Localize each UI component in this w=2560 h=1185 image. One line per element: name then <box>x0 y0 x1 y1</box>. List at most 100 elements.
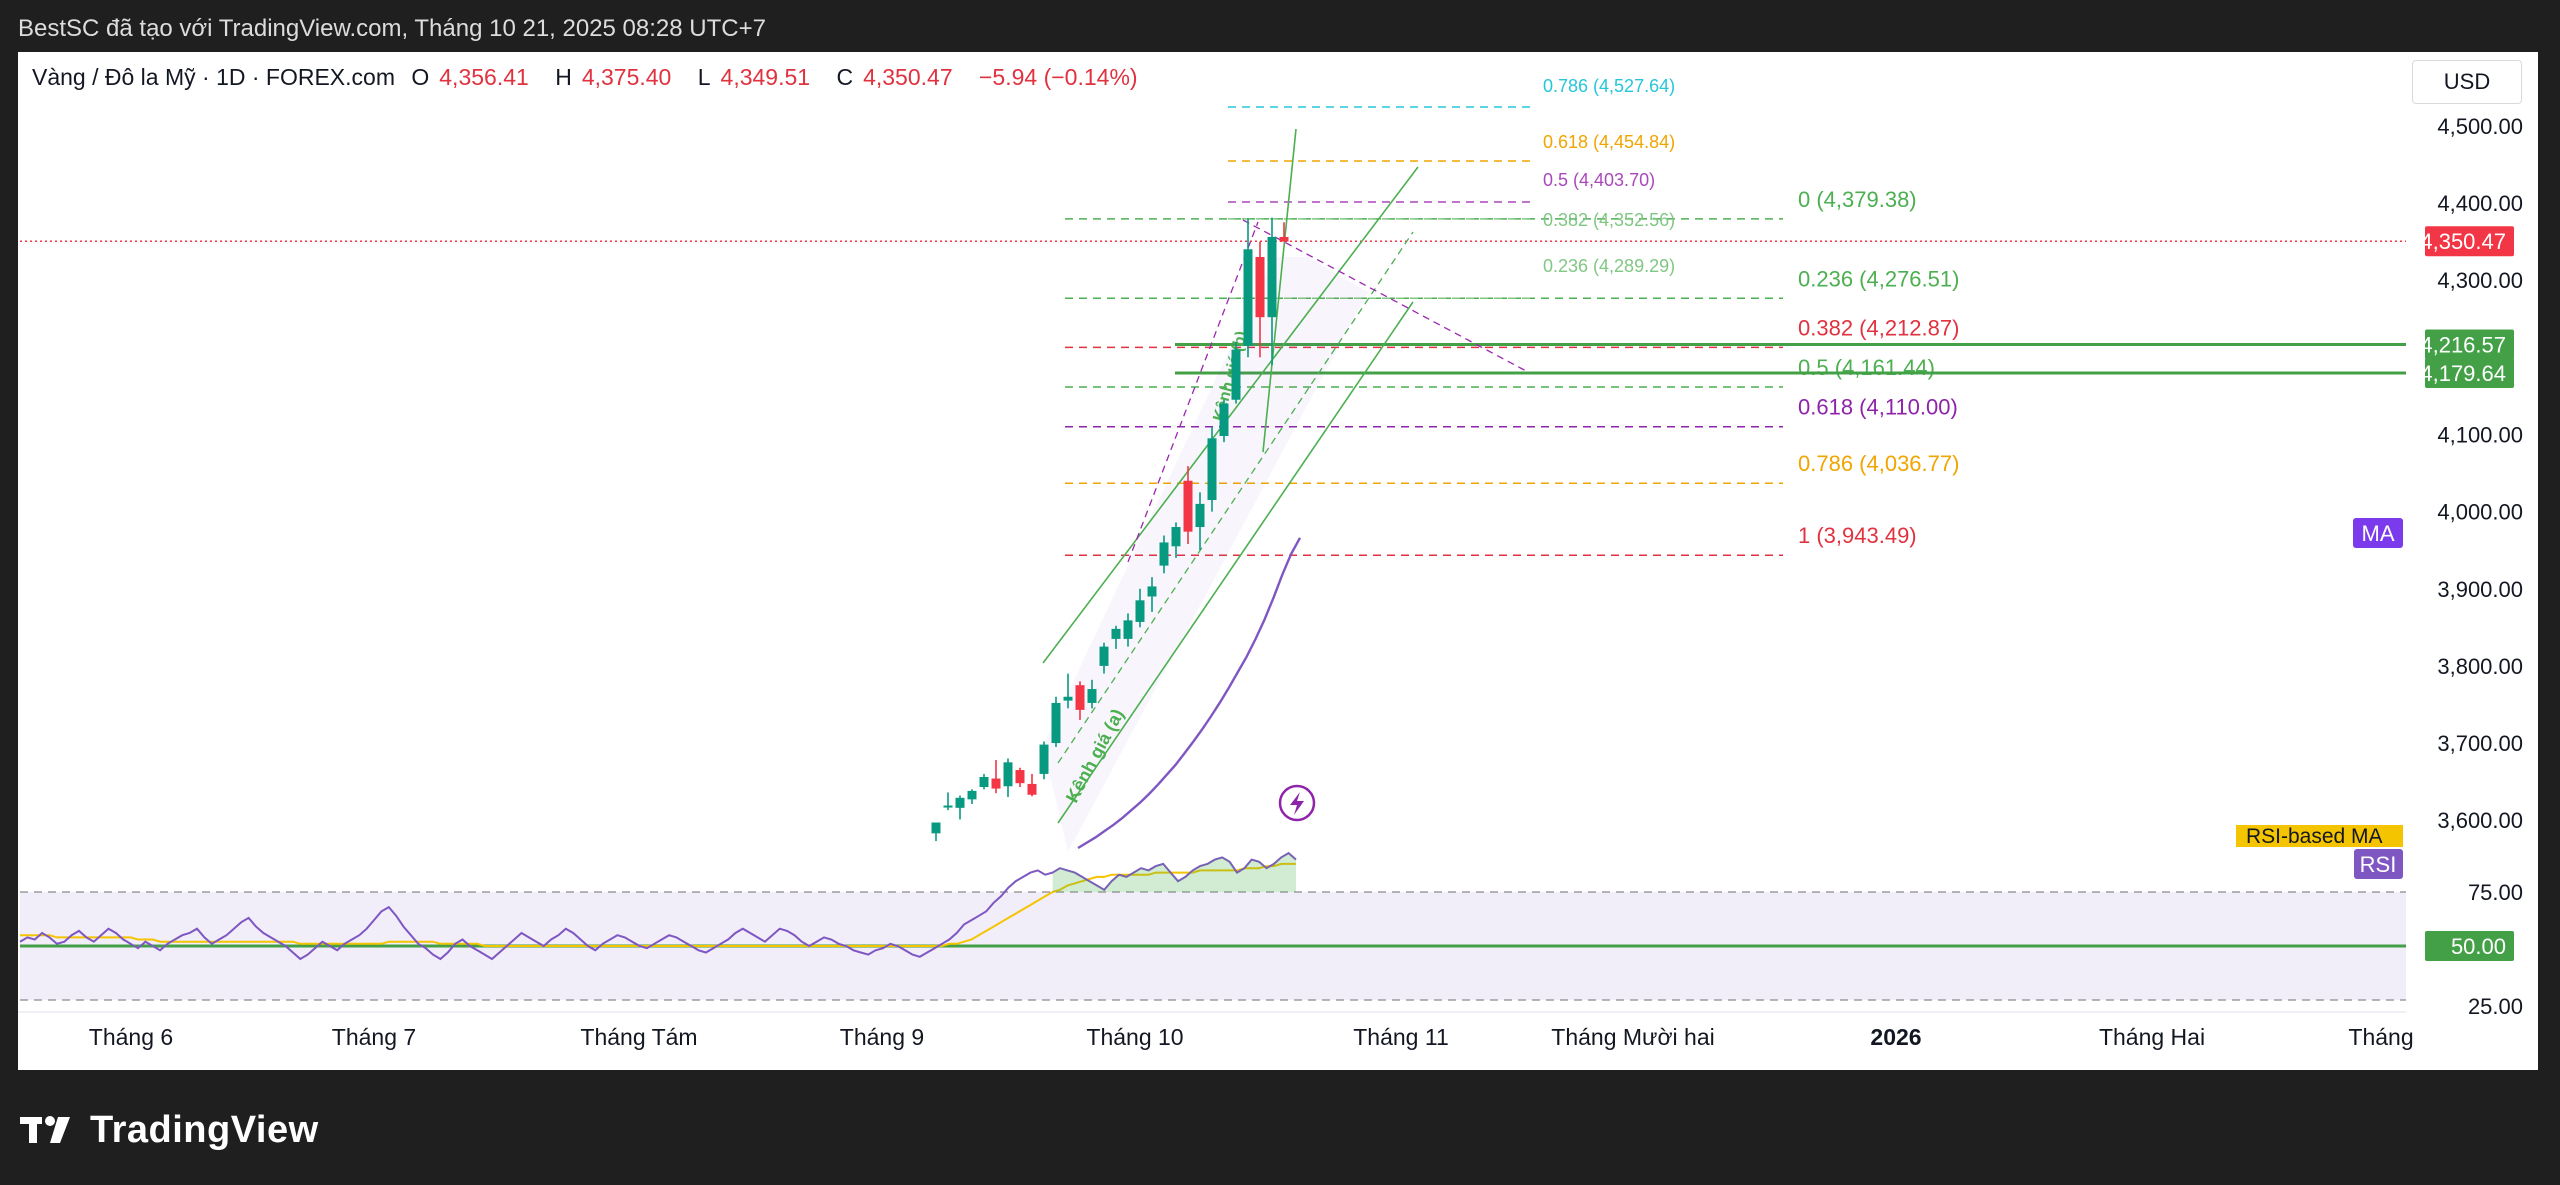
fib-right-label: 1 (3,943.49) <box>1798 523 1917 548</box>
candle-body <box>1255 257 1265 318</box>
candle-body <box>1147 586 1157 597</box>
rsi-tick-label: 75.00 <box>2468 880 2523 905</box>
price-tick-label: 3,800.00 <box>2437 654 2523 679</box>
time-tick-label: Tháng Tám <box>580 1024 697 1050</box>
last-price-label: 4,350.47 <box>2420 229 2506 254</box>
tradingview-wordmark: TradingView <box>90 1108 319 1151</box>
footer-brand[interactable]: TradingView <box>20 1100 319 1160</box>
candle-body <box>1231 349 1241 400</box>
price-tick-label: 4,000.00 <box>2437 500 2523 525</box>
time-tick-label: 2026 <box>1870 1024 1921 1050</box>
rsi-mid-label: 50.00 <box>2451 934 2506 959</box>
ma-tag: MA <box>2362 521 2395 546</box>
symbol-name[interactable]: Vàng / Đô la Mỹ · 1D · FOREX.com <box>32 64 395 90</box>
candle-body <box>1015 770 1025 784</box>
level-price-label: 4,216.57 <box>2420 333 2506 358</box>
candle-body <box>1171 527 1181 547</box>
channel-dashed-purple <box>1127 221 1259 563</box>
high-value: 4,375.40 <box>581 64 672 90</box>
rsi-tick-label: 25.00 <box>2468 994 2523 1019</box>
time-tick-label: Tháng <box>2348 1024 2413 1050</box>
fib-right-label: 0.382 (4,212.87) <box>1798 315 1959 340</box>
candle-body <box>1159 542 1169 566</box>
fib-right-label: 0.618 (4,110.00) <box>1798 395 1958 420</box>
channel-mid-line <box>1057 231 1414 764</box>
low-value: 4,349.51 <box>720 64 811 90</box>
alert-lightning-glyph <box>1290 792 1304 815</box>
open-value: 4,356.41 <box>439 64 529 90</box>
channel-fill <box>1043 257 1368 852</box>
ma-line <box>1077 537 1302 850</box>
price-tick-label: 3,900.00 <box>2437 577 2523 602</box>
chart-frame: 0 (4,379.38) 0.236 (4,276.51) 0.382 (4,212… <box>18 52 2538 1070</box>
tradingview-logo-icon <box>20 1116 70 1143</box>
price-tick-label: 3,600.00 <box>2437 808 2523 833</box>
rsi-line <box>19 851 1297 961</box>
time-tick-label: Tháng 9 <box>840 1024 924 1050</box>
candle-body <box>991 778 1001 789</box>
level-price-label: 4,179.64 <box>2420 361 2506 386</box>
symbol-info: Vàng / Đô la Mỹ · 1D · FOREX.com O 4,356.… <box>32 64 1138 90</box>
candle-body <box>1075 685 1085 710</box>
candle-body <box>967 790 977 800</box>
candle-body <box>1111 628 1121 639</box>
currency-button[interactable]: USD <box>2412 60 2522 104</box>
pattern-dashed-purple <box>1242 219 1529 373</box>
price-tick-label: 4,300.00 <box>2437 268 2523 293</box>
rsi-ma-line <box>20 862 1296 947</box>
rsi-ma-tag: RSI-based MA <box>2246 825 2383 848</box>
rsi-mid-label-bg <box>2425 931 2514 961</box>
candle-body <box>1207 438 1217 501</box>
price-tick-label: 4,100.00 <box>2437 422 2523 447</box>
time-tick-label: Tháng Mười hai <box>1551 1024 1714 1050</box>
time-tick-label: Tháng 10 <box>1086 1024 1183 1050</box>
candle-body <box>931 822 941 834</box>
time-tick-label: Tháng 7 <box>332 1024 416 1050</box>
candle-body <box>1027 783 1037 795</box>
time-tick-label: Tháng 11 <box>1353 1024 1448 1050</box>
candle-body <box>1195 503 1205 528</box>
candle-body <box>1051 702 1061 744</box>
candle-body <box>955 797 965 808</box>
time-tick-label: Tháng Hai <box>2099 1024 2205 1050</box>
channel-steep-line <box>1262 128 1297 453</box>
fib-ext-label: 0.382 (4,352.56) <box>1543 210 1675 230</box>
fib-right-label: 0 (4,379.38) <box>1798 187 1917 212</box>
candle-body <box>1183 480 1193 532</box>
candle-body <box>1279 236 1289 242</box>
channel-upper-line <box>1042 166 1419 664</box>
candle-body <box>1087 689 1097 703</box>
rsi-tag: RSI <box>2360 852 2397 877</box>
fib-right-label: 0.236 (4,276.51) <box>1798 266 1959 291</box>
candle-body <box>1135 600 1145 622</box>
level-price-label-bg <box>2425 329 2514 360</box>
candle-body <box>1063 696 1073 701</box>
chart-header: BestSC đã tạo với TradingView.com, Tháng… <box>18 15 766 42</box>
candle-body <box>1243 249 1253 346</box>
candle-body <box>1099 646 1109 666</box>
chart-canvas[interactable]: 0 (4,379.38) 0.236 (4,276.51) 0.382 (4,212… <box>18 52 2538 1070</box>
price-tick-label: 3,700.00 <box>2437 731 2523 756</box>
fib-ext-label: 0.618 (4,454.84) <box>1543 132 1675 152</box>
fib-ext-label: 0.5 (4,403.70) <box>1543 170 1655 190</box>
rsi-overbought-fill <box>1052 853 1296 892</box>
fib-right-label: 0.5 (4,161.44) <box>1798 355 1935 380</box>
candle-body <box>1003 762 1013 787</box>
price-tick-label: 4,400.00 <box>2437 191 2523 216</box>
ma-tag-bg <box>2353 518 2403 548</box>
rsi-tag-bg <box>2354 849 2403 879</box>
time-tick-label: Tháng 6 <box>89 1024 173 1050</box>
last-price-label-bg <box>2425 226 2514 257</box>
change-value: −5.94 (−0.14%) <box>979 64 1138 90</box>
candle-body <box>1039 744 1049 774</box>
close-value: 4,350.47 <box>863 64 953 90</box>
fib-right-label: 0.786 (4,036.77) <box>1798 451 1959 476</box>
rsi-ma-tag-bg <box>2236 825 2403 847</box>
fib-ext-label: 0.786 (4,527.64) <box>1543 76 1675 96</box>
candle-body <box>979 776 989 788</box>
candle-body <box>1123 620 1133 639</box>
price-tick-label: 4,500.00 <box>2437 114 2523 139</box>
channel-lower-line <box>1057 301 1414 824</box>
fib-ext-label: 0.236 (4,289.29) <box>1543 256 1675 276</box>
candle-body <box>943 805 953 808</box>
